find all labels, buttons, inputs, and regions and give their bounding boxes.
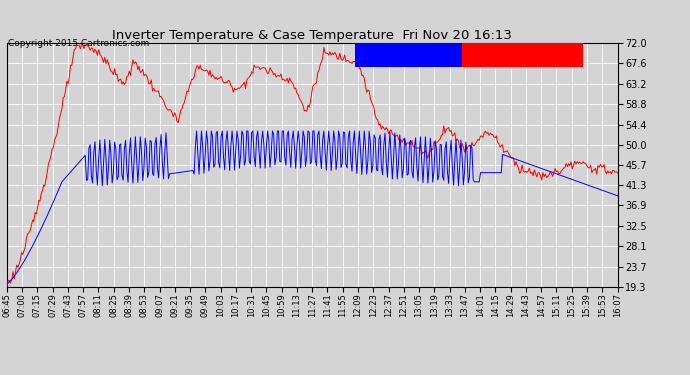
Text: Inver ter  (°C): Inver ter (°C) [468, 50, 544, 60]
Text: Case  (°C): Case (°C) [361, 50, 415, 60]
Text: Copyright 2015 Cartronics.com: Copyright 2015 Cartronics.com [8, 39, 150, 48]
Title: Inverter Temperature & Case Temperature  Fri Nov 20 16:13: Inverter Temperature & Case Temperature … [112, 29, 512, 42]
